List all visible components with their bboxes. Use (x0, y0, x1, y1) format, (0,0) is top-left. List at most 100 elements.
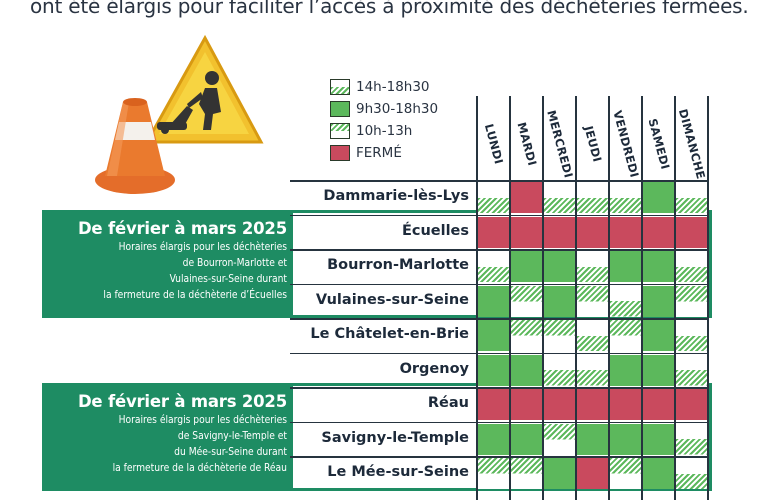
schedule-cell (643, 285, 674, 317)
roadwork-illustration (95, 34, 264, 194)
schedule-cell (610, 251, 641, 282)
legend-item: 9h30-18h30 (330, 98, 438, 120)
grid-hline (290, 318, 708, 320)
panel-line: Horaires élargis pour les déchèteries (118, 415, 287, 426)
site-name: Réau (427, 395, 469, 411)
grid-hline (290, 180, 708, 182)
day-header: MARDI (513, 120, 540, 168)
day-header: MERCREDI (543, 108, 576, 180)
schedule-cell (478, 423, 509, 455)
schedule-cell (577, 354, 608, 386)
traffic-cone-icon (95, 98, 175, 194)
legend-swatch (330, 101, 350, 117)
grid-hline (290, 387, 708, 389)
legend-swatch (330, 79, 350, 95)
legend-label: 9h30-18h30 (356, 101, 439, 117)
schedule-cell (478, 320, 509, 351)
schedule-cell (511, 458, 542, 489)
schedule-cell (577, 320, 608, 351)
legend-item: 10h-13h (330, 120, 438, 142)
panel-title: De février à mars 2025 (77, 219, 287, 238)
site-name: Orgenoy (399, 360, 469, 377)
schedule-cell (478, 251, 509, 282)
schedule-cell (544, 458, 575, 489)
panel-line: la fermeture de la déchèterie d’Écuelles (103, 290, 287, 301)
grid-hline (290, 456, 708, 458)
schedule-cell (511, 251, 542, 282)
grid-vline (509, 96, 511, 500)
schedule-cell (676, 216, 707, 248)
schedule-cell (610, 285, 641, 317)
day-header: JEUDI (580, 124, 605, 164)
site-name: Dammarie-lès-Lys (323, 188, 469, 204)
schedule-cell (544, 389, 575, 420)
schedule-cell (643, 320, 674, 351)
day-header: SAMEDI (644, 117, 673, 171)
site-name: Le Châtelet-en-Brie (310, 326, 469, 342)
schedule-cell (577, 389, 608, 420)
schedule-cell (643, 354, 674, 386)
schedule-cell (511, 216, 542, 248)
schedule-cell (610, 458, 641, 489)
schedule-cell (676, 354, 707, 386)
schedule-cell (478, 285, 509, 317)
schedule-cell (544, 423, 575, 455)
panel-line: Horaires élargis pour les déchèteries (118, 242, 287, 253)
schedule-cell (577, 216, 608, 248)
grid-vline (476, 96, 478, 500)
schedule-cell (544, 354, 575, 386)
panel-line: la fermeture de la déchèterie de Réau (112, 463, 287, 474)
schedule-cell (643, 216, 674, 248)
grid-vline (608, 96, 610, 500)
day-header: DIMANCHE (675, 107, 708, 181)
schedule-cell (511, 320, 542, 351)
site-name: Savigny-le-Temple (321, 429, 469, 446)
grid-vline (542, 96, 544, 500)
schedule-cell (577, 285, 608, 317)
schedule-cell (577, 251, 608, 282)
schedule-cell (643, 458, 674, 489)
legend-label: 14h-18h30 (356, 79, 430, 95)
legend-item: FERMÉ (330, 142, 438, 164)
grid-hline (290, 352, 708, 354)
schedule-cell (478, 458, 509, 489)
schedule-cell (643, 423, 674, 455)
grid-hline (290, 214, 708, 216)
site-name: Vulaines-sur-Seine (315, 291, 469, 308)
schedule-cell (544, 216, 575, 248)
schedule-cell (511, 285, 542, 317)
grid-hline (290, 421, 708, 423)
schedule-cell (610, 389, 641, 420)
legend-item: 14h-18h30 (330, 76, 438, 98)
schedule-cell (544, 320, 575, 351)
day-header: LUNDI (481, 122, 506, 166)
schedule-cell (478, 389, 509, 420)
schedule-cell (478, 216, 509, 248)
schedule-cell (676, 458, 707, 489)
site-name: Le Mée-sur-Seine (327, 464, 469, 480)
schedule-cell (577, 182, 608, 213)
headline: ont été élargis pour faciliter l’accès à… (30, 0, 749, 18)
schedule-cell (676, 182, 707, 213)
schedule-cell (544, 251, 575, 282)
schedule-cell (676, 389, 707, 420)
schedule-cell (643, 251, 674, 282)
roadwork-sign-icon (144, 34, 264, 144)
legend-label: 10h-13h (356, 123, 413, 139)
schedule-cell (577, 423, 608, 455)
schedule-cell (511, 182, 542, 213)
legend-swatch (330, 145, 350, 161)
panel-line: Vulaines-sur-Seine durant (169, 274, 287, 285)
schedule-cell (610, 216, 641, 248)
schedule-cell (511, 389, 542, 420)
schedule-cell (610, 320, 641, 351)
legend: 14h-18h30 9h30-18h30 10h-13h FERMÉ (330, 76, 438, 164)
schedule-cell (676, 285, 707, 317)
schedule-cell (610, 182, 641, 213)
panel-line: de Bourron-Marlotte et (182, 258, 287, 269)
panel-title: De février à mars 2025 (77, 392, 287, 411)
grid-vline (707, 96, 709, 500)
day-header: VENDREDI (609, 108, 642, 180)
grid-hline (290, 283, 708, 285)
schedule-cell (511, 423, 542, 455)
